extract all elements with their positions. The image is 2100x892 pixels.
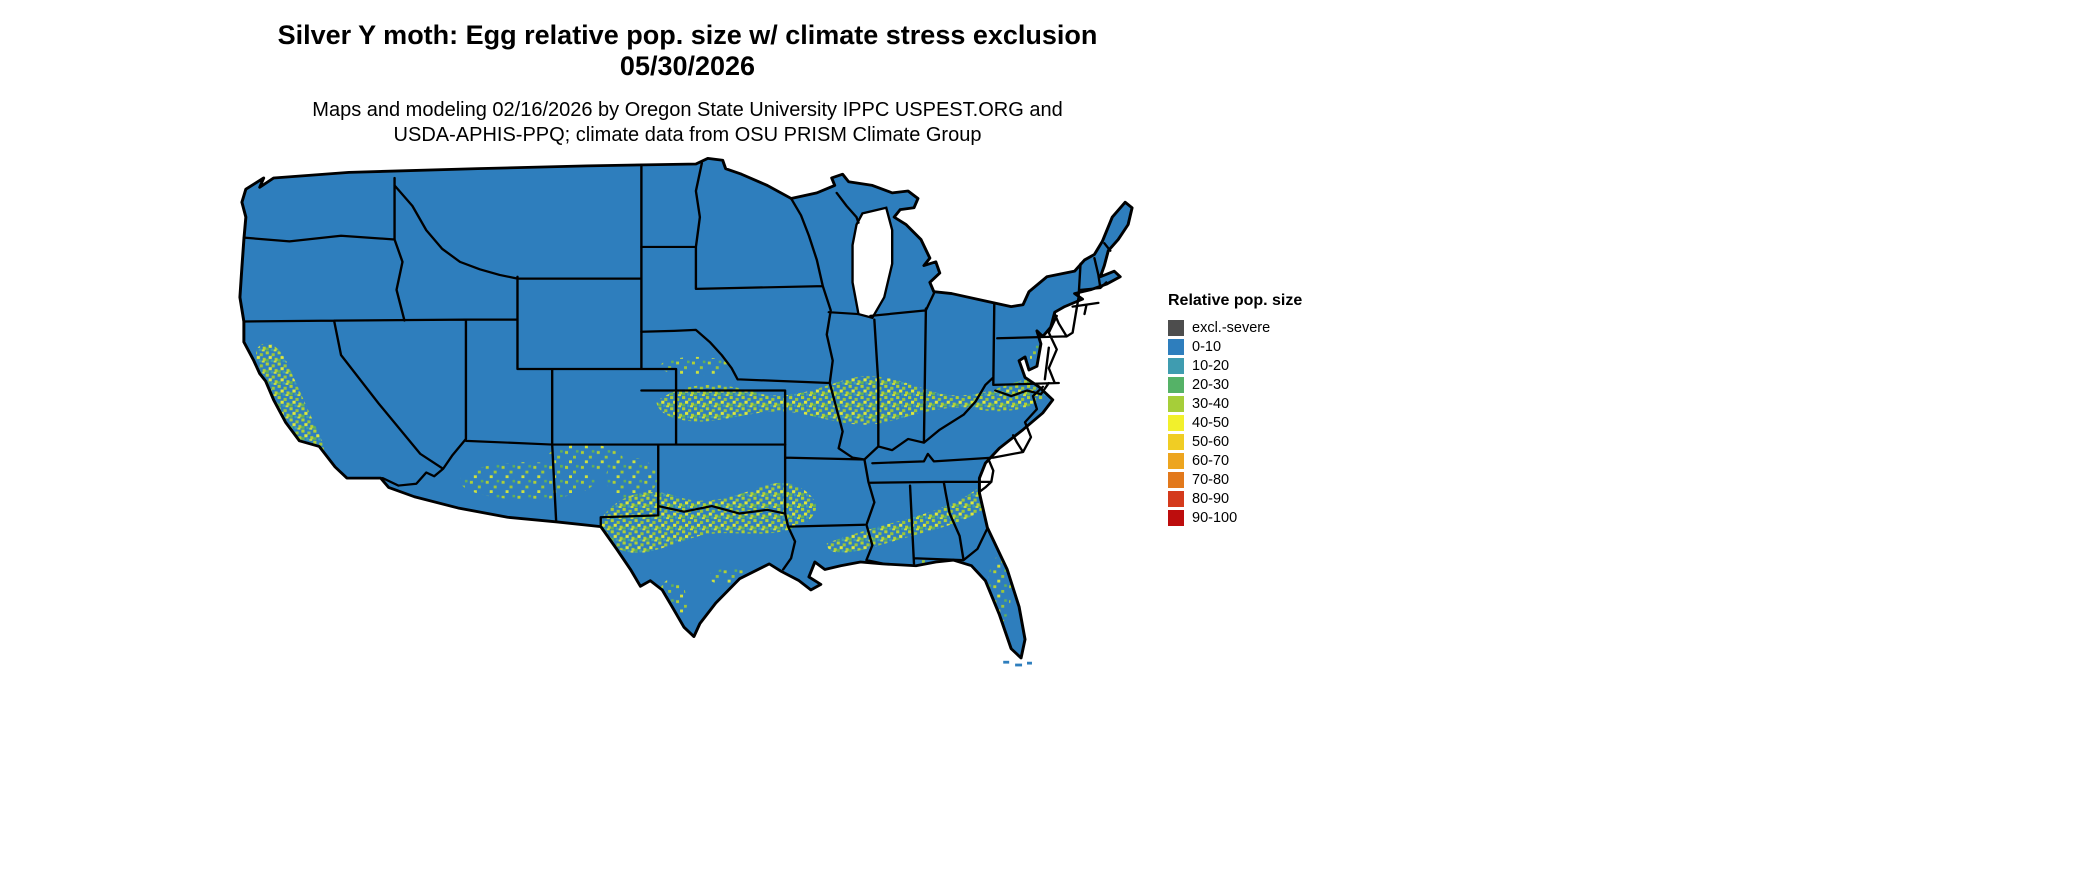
legend-item: 0-10 bbox=[1168, 339, 1368, 355]
legend-label: 10-20 bbox=[1192, 358, 1230, 374]
legend-item: 10-20 bbox=[1168, 358, 1368, 374]
legend-item: 60-70 bbox=[1168, 453, 1368, 469]
legend-item: 50-60 bbox=[1168, 434, 1368, 450]
us-map-svg bbox=[238, 156, 1134, 667]
legend-swatch bbox=[1168, 434, 1184, 450]
legend-label: 80-90 bbox=[1192, 491, 1230, 507]
map-title-line1: Silver Y moth: Egg relative pop. size w/… bbox=[277, 20, 1098, 50]
us-outline bbox=[238, 156, 1134, 660]
us-map bbox=[230, 150, 1142, 672]
legend-swatch bbox=[1168, 339, 1184, 355]
map-subtitle: Maps and modeling 02/16/2026 by Oregon S… bbox=[0, 98, 1375, 148]
legend-items: excl.-severe 0-10 10-20 20-30 30-40 40-50 50-6… bbox=[1168, 320, 1368, 526]
legend-label: 0-10 bbox=[1192, 339, 1222, 355]
state-borders-west bbox=[242, 163, 787, 526]
legend-swatch bbox=[1168, 396, 1184, 412]
legend-label: 20-30 bbox=[1192, 377, 1230, 393]
legend-swatch bbox=[1168, 415, 1184, 431]
legend-item: excl.-severe bbox=[1168, 320, 1368, 336]
legend-label: 40-50 bbox=[1192, 415, 1230, 431]
lake-michigan bbox=[851, 206, 894, 320]
legend-label: 50-60 bbox=[1192, 434, 1230, 450]
legend-item: 40-50 bbox=[1168, 415, 1368, 431]
legend-swatch bbox=[1168, 491, 1184, 507]
legend-label: 70-80 bbox=[1192, 472, 1230, 488]
map-subtitle-line1: Maps and modeling 02/16/2026 by Oregon S… bbox=[312, 99, 1063, 121]
state-borders bbox=[242, 161, 1112, 571]
legend-item: 90-100 bbox=[1168, 510, 1368, 526]
legend-label: excl.-severe bbox=[1192, 320, 1271, 336]
legend-item: 70-80 bbox=[1168, 472, 1368, 488]
legend: Relative pop. size excl.-severe 0-10 10-20… bbox=[1168, 292, 1368, 529]
legend-title: Relative pop. size bbox=[1168, 292, 1303, 309]
legend-label: 30-40 bbox=[1192, 396, 1230, 412]
legend-swatch bbox=[1168, 320, 1184, 336]
legend-swatch bbox=[1168, 377, 1184, 393]
state-borders-east bbox=[863, 242, 1112, 565]
legend-label: 90-100 bbox=[1192, 510, 1238, 526]
legend-swatch bbox=[1168, 358, 1184, 374]
state-borders-central bbox=[640, 161, 886, 571]
offshore-pixels bbox=[1003, 660, 1032, 667]
legend-item: 30-40 bbox=[1168, 396, 1368, 412]
map-subtitle-line2: USDA-APHIS-PPQ; climate data from OSU PR… bbox=[393, 124, 982, 146]
legend-swatch bbox=[1168, 472, 1184, 488]
legend-swatch bbox=[1168, 453, 1184, 469]
legend-item: 20-30 bbox=[1168, 377, 1368, 393]
header: Silver Y moth: Egg relative pop. size w/… bbox=[0, 20, 1375, 148]
legend-swatch bbox=[1168, 510, 1184, 526]
legend-item: 80-90 bbox=[1168, 491, 1368, 507]
legend-label: 60-70 bbox=[1192, 453, 1230, 469]
map-title-date: 05/30/2026 bbox=[619, 51, 756, 81]
